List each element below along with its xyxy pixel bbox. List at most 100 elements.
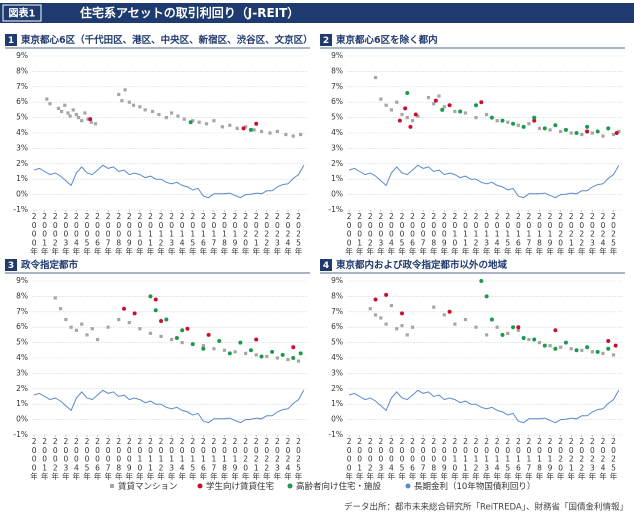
tick-char: 0 xyxy=(95,446,100,455)
tick-char: 年 xyxy=(557,471,565,481)
rental-point xyxy=(159,334,163,339)
y-tick-label: 8% xyxy=(16,66,28,75)
tick-char: 2 xyxy=(484,437,489,446)
tick-char: 2 xyxy=(590,230,595,239)
tick-char: 年 xyxy=(578,246,586,256)
tick-char: 0 xyxy=(611,446,616,455)
tick-char: 年 xyxy=(189,246,197,256)
rental-point xyxy=(233,350,237,354)
rate-line xyxy=(33,389,305,424)
tick-char: 8 xyxy=(116,463,121,472)
tick-char: 2 xyxy=(516,212,521,221)
rental-point xyxy=(296,359,301,363)
rental-point xyxy=(527,122,531,126)
tick-char: 2 xyxy=(275,230,280,239)
y-tick-label: 8% xyxy=(16,291,28,300)
rental-point xyxy=(617,129,621,134)
point xyxy=(585,345,590,350)
tick-char: 5 xyxy=(296,463,301,472)
tick-char: 1 xyxy=(527,455,532,464)
rental-point xyxy=(252,128,256,132)
tick-char: 年 xyxy=(94,246,102,256)
point xyxy=(511,325,516,330)
tick-char: 2 xyxy=(368,238,373,247)
tick-char: 年 xyxy=(168,246,176,256)
rental-point xyxy=(485,333,489,337)
tick-char: 1 xyxy=(137,230,142,239)
tick-char: 年 xyxy=(493,471,501,481)
rental-point xyxy=(127,100,131,104)
point xyxy=(88,117,93,122)
rental-point xyxy=(442,105,446,109)
point xyxy=(574,348,579,353)
rental-point xyxy=(580,132,584,137)
tick-char: 年 xyxy=(73,471,81,481)
tick-char: 5 xyxy=(505,238,510,247)
rental-point xyxy=(56,106,61,110)
tick-char: 0 xyxy=(357,221,362,230)
tick-char: 2 xyxy=(116,212,121,221)
rental-point xyxy=(53,296,57,300)
tick-char: 1 xyxy=(201,230,206,239)
tick-char: 3 xyxy=(63,238,68,247)
tick-char: 4 xyxy=(601,238,606,247)
y-tick-label: 3% xyxy=(331,368,343,377)
tick-char: 2 xyxy=(212,212,217,221)
y-tick-label: -1% xyxy=(13,205,28,214)
tick-char: 7 xyxy=(421,463,426,472)
tick-char: 2 xyxy=(357,437,362,446)
tick-char: 0 xyxy=(378,230,383,239)
tick-char: 0 xyxy=(601,446,606,455)
rental-point xyxy=(373,313,378,317)
tick-char: 9 xyxy=(442,463,447,472)
rental-point xyxy=(150,109,155,114)
tick-char: 7 xyxy=(106,238,111,247)
tick-char: 6 xyxy=(201,238,206,247)
tick-char: 1 xyxy=(527,230,532,239)
tick-char: 2 xyxy=(601,230,606,239)
tick-char: 0 xyxy=(42,230,47,239)
tick-char: 0 xyxy=(505,221,510,230)
tick-char: 2 xyxy=(400,437,405,446)
tick-char: 2 xyxy=(264,463,269,472)
point xyxy=(585,124,590,129)
rental-point xyxy=(506,120,510,124)
rental-point xyxy=(265,354,269,359)
tick-char: 2 xyxy=(190,212,195,221)
tick-char: 年 xyxy=(441,246,449,256)
tick-char: 2 xyxy=(569,455,574,464)
rental-point xyxy=(157,112,161,117)
tick-char: 4 xyxy=(389,463,394,472)
tick-char: 5 xyxy=(85,463,90,472)
tick-char: 5 xyxy=(296,238,301,247)
tick-char: 0 xyxy=(190,221,195,230)
tick-char: 0 xyxy=(159,221,164,230)
tick-char: 0 xyxy=(243,238,248,247)
tick-char: 2 xyxy=(579,455,584,464)
point xyxy=(613,343,618,348)
rental-point xyxy=(170,111,174,115)
tick-char: 2 xyxy=(264,238,269,247)
tick-char: 年 xyxy=(178,471,186,481)
y-tick-label: 7% xyxy=(16,82,28,91)
tick-char: 0 xyxy=(137,238,142,247)
tick-char: 7 xyxy=(527,463,532,472)
tick-char: 2 xyxy=(233,437,238,446)
point xyxy=(484,294,489,299)
tick-char: 2 xyxy=(53,212,58,221)
tick-char: 0 xyxy=(410,230,415,239)
figure-title: 住宅系アセットの取引利回り（J-REIT） xyxy=(80,5,299,20)
tick-char: 0 xyxy=(347,455,352,464)
panel-number: 3 xyxy=(8,261,14,271)
